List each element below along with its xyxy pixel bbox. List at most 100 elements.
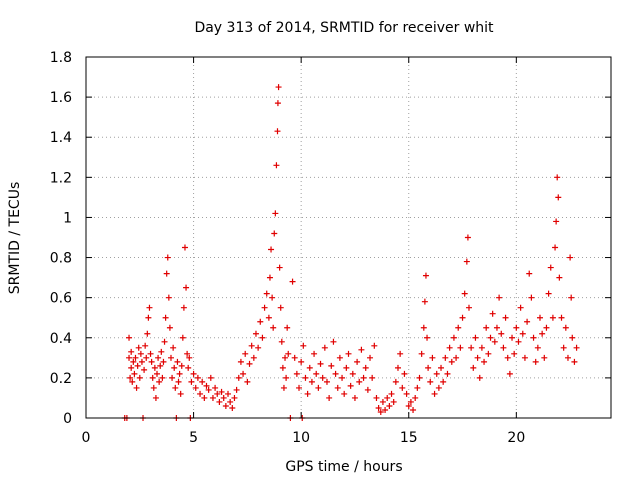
data-point [277,304,284,311]
data-point [560,344,567,351]
data-point [526,270,533,277]
data-point [130,358,137,365]
data-point [414,384,421,391]
data-point [364,386,371,393]
data-point [341,390,348,397]
x-tick-label: 10 [292,430,310,446]
data-point [138,358,145,365]
data-point [131,370,138,377]
data-point [250,354,257,361]
data-point [455,324,462,331]
data-point [141,366,148,373]
data-point [564,354,571,361]
data-point [379,398,386,405]
data-point [137,350,144,357]
data-point [261,304,268,311]
data-point [146,304,153,311]
data-point [386,402,393,409]
data-point [461,290,468,297]
data-point [567,254,574,261]
data-point [489,310,496,317]
data-point [252,330,259,337]
data-point [438,364,445,371]
data-point [549,314,556,321]
y-tick-label: 0.4 [50,331,72,347]
data-point [313,370,320,377]
data-point [547,264,554,271]
data-point [270,324,277,331]
data-points [121,84,580,421]
data-point [388,390,395,397]
data-point [272,210,279,217]
data-point [274,128,281,135]
data-point [394,364,401,371]
x-tick-label: 0 [82,430,91,446]
data-point [166,324,173,331]
data-point [481,358,488,365]
data-point [142,342,149,349]
data-point [356,378,363,385]
data-point [440,378,447,385]
data-point [136,374,143,381]
data-point [156,378,163,385]
data-point [176,370,183,377]
data-point [465,304,472,311]
y-axis-label: SRMTID / TECUs [7,182,23,295]
data-point [233,386,240,393]
data-point [205,386,212,393]
data-point [541,354,548,361]
data-point [199,378,206,385]
data-point [384,394,391,401]
data-point [571,358,578,365]
data-point [498,330,505,337]
data-point [336,354,343,361]
data-point [362,364,369,371]
data-point [536,314,543,321]
data-point [403,390,410,397]
data-point [181,244,188,251]
data-point [491,338,498,345]
data-point [282,354,289,361]
data-point [399,384,406,391]
data-point [183,284,190,291]
data-point [133,384,140,391]
data-point [150,384,157,391]
data-point [412,394,419,401]
data-point [358,346,365,353]
data-point [127,374,134,381]
y-tick-label: 1.2 [50,170,72,186]
data-point [278,338,285,345]
grid [86,57,611,418]
data-point [421,298,428,305]
data-point [311,350,318,357]
data-point [149,374,156,381]
data-point [185,364,192,371]
data-point [509,334,516,341]
data-point [240,370,247,377]
data-point [524,318,531,325]
data-point [257,318,264,325]
x-axis-label: GPS time / hours [285,459,402,475]
data-point [459,314,466,321]
data-point [152,394,159,401]
data-point [418,350,425,357]
y-tick-label: 0.6 [50,291,72,307]
data-point [227,398,234,405]
data-point [275,84,282,91]
data-point [371,342,378,349]
data-point [369,374,376,381]
data-point [534,344,541,351]
data-point [293,370,300,377]
data-point [463,258,470,265]
data-point [242,350,249,357]
data-point [401,370,408,377]
data-point [132,354,139,361]
data-point [446,344,453,351]
data-point [179,334,186,341]
data-point [148,358,155,365]
data-point [431,390,438,397]
data-point [543,324,550,331]
data-point [444,370,451,377]
data-point [304,390,311,397]
